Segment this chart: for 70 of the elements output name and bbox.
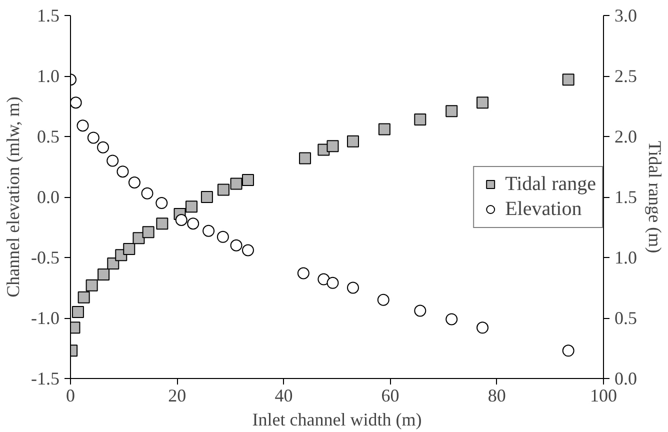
legend-label: Elevation — [505, 198, 582, 220]
point — [562, 74, 574, 86]
y2-tick-label: 2.0 — [614, 126, 637, 146]
point — [175, 214, 188, 226]
point — [187, 218, 200, 230]
point — [76, 120, 89, 132]
y2-tick-label: 1.0 — [614, 248, 637, 268]
legend-label: Tidal range — [505, 172, 596, 196]
point — [377, 294, 390, 306]
x-tick-label: 20 — [168, 386, 186, 406]
y2-tick-label: 1.5 — [614, 187, 637, 207]
y2-axis-title: Tidal range (m) — [645, 140, 665, 254]
point — [242, 244, 254, 256]
point — [156, 197, 168, 210]
x-axis-title: Inlet channel width (m) — [252, 410, 422, 430]
y2-tick-label: 0.5 — [614, 308, 637, 328]
point — [128, 176, 140, 188]
y-axis-title: Channel elevation (mlw, m) — [3, 96, 24, 298]
point — [476, 96, 489, 109]
point — [86, 279, 98, 292]
point — [326, 140, 339, 152]
x-tick-label: 40 — [274, 386, 293, 406]
point — [97, 141, 110, 154]
point — [185, 200, 198, 213]
point — [414, 114, 426, 126]
point — [142, 226, 154, 238]
y2-tick-label: 2.5 — [614, 66, 637, 86]
point — [202, 224, 215, 237]
point — [132, 232, 145, 244]
point — [156, 218, 168, 230]
x-tick-label: 100 — [590, 386, 617, 406]
point — [106, 154, 119, 167]
x-tick-label: 0 — [66, 386, 75, 406]
y-tick-label: -0.5 — [31, 248, 60, 268]
point — [116, 166, 129, 178]
point — [326, 276, 339, 289]
x-tick-label: 60 — [381, 386, 400, 406]
point — [72, 306, 84, 318]
point — [346, 282, 359, 294]
point — [297, 267, 310, 280]
point — [476, 322, 489, 334]
x-tick-label: 80 — [488, 386, 506, 406]
point — [78, 291, 90, 304]
y-tick-label: 0.5 — [37, 126, 60, 146]
point — [98, 268, 110, 280]
y-tick-label: 0.0 — [37, 187, 60, 207]
point — [216, 230, 229, 243]
point — [346, 135, 359, 148]
y2-tick-label: 0.0 — [614, 368, 637, 388]
y2-tick-label: 3.0 — [614, 6, 637, 26]
point — [562, 344, 574, 357]
y-tick-label: -1.5 — [31, 368, 60, 388]
point — [107, 258, 120, 270]
y-tick-label: 1.0 — [37, 66, 60, 86]
point — [200, 191, 213, 203]
point — [378, 123, 390, 136]
point — [230, 239, 242, 252]
y-tick-label: -1.0 — [31, 308, 60, 328]
point — [446, 105, 458, 118]
point — [87, 132, 100, 144]
point — [414, 304, 426, 317]
point — [446, 313, 458, 326]
point — [123, 243, 136, 256]
point — [242, 174, 254, 186]
point — [230, 178, 242, 190]
y-tick-label: 1.5 — [37, 6, 60, 26]
point — [70, 96, 82, 109]
point — [141, 187, 154, 200]
point — [217, 184, 230, 196]
point — [299, 152, 312, 164]
